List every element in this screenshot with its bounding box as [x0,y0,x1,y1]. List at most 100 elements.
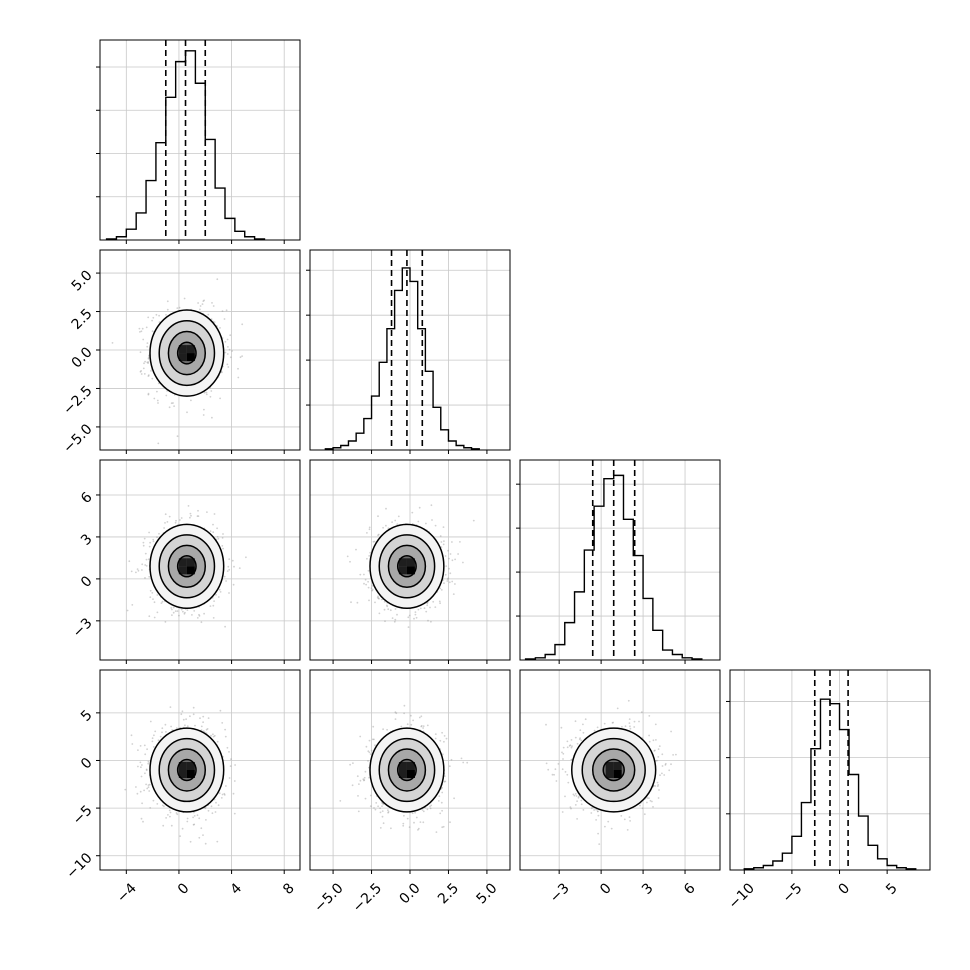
scatter-point [357,810,360,813]
scatter-point [173,405,176,407]
scatter-point [194,724,196,727]
scatter-point [230,758,232,760]
scatter-point [445,565,448,567]
scatter-point [222,547,225,550]
scatter-point [377,595,379,598]
scatter-point [170,607,173,609]
scatter-point [220,797,223,799]
scatter-point [148,531,151,534]
scatter-point [223,318,226,320]
scatter-point [221,537,224,539]
scatter-point [189,840,192,843]
scatter-point [384,620,386,623]
scatter-point [198,613,200,616]
scatter-point [422,810,425,813]
scatter-point [170,402,173,405]
contour-line [167,330,207,376]
scatter-point [382,526,384,529]
scatter-point [228,592,230,594]
scatter-point [161,731,163,734]
scatter-point [193,610,196,612]
scatter-point [648,715,651,717]
scatter-point [420,725,423,728]
scatter-point [414,811,416,814]
scatter-point [368,555,371,557]
scatter-point [142,367,145,370]
scatter-point [359,779,362,782]
scatter-point [408,614,411,617]
scatter-point [431,519,433,521]
scatter-point [210,805,213,808]
scatter-point [448,557,450,560]
scatter-point [141,802,144,805]
scatter-point [165,314,167,316]
scatter-point [441,731,443,734]
scatter-point [408,826,411,828]
scatter-point [203,391,206,394]
scatter-point [386,605,389,608]
scatter-point [203,612,206,615]
scatter-point [148,790,151,792]
scatter-point [156,611,159,614]
scatter-point [434,737,437,740]
scatter-point [444,573,447,576]
scatter-point [168,406,171,409]
scatter-point [352,762,354,764]
scatter-point [210,318,213,320]
scatter-point [172,611,175,614]
scatter-point [144,772,146,775]
scatter-point [221,793,224,796]
scatter-point [441,791,444,794]
scatter-point [443,582,445,585]
scatter-point [169,815,171,818]
scatter-point [427,619,429,622]
scatter-point [339,800,342,802]
scatter-point [199,308,201,311]
scatter-point [198,615,201,617]
scatter-point [443,540,445,542]
scatter-point [156,803,159,805]
scatter-point [383,608,386,611]
scatter-point [359,735,362,738]
scatter-point [205,819,207,821]
scatter-point [221,545,224,547]
scatter-point [394,718,397,720]
scatter-point [400,725,403,728]
scatter-point [579,729,582,732]
scatter-point [453,797,455,800]
scatter-point [159,735,162,738]
scatter-point [444,555,447,557]
scatter-point [152,316,155,319]
scatter-point [209,605,212,607]
scatter-point [447,549,449,552]
scatter-point [161,600,164,603]
scatter-point [212,305,215,307]
scatter-point [199,717,201,720]
scatter-point [157,402,159,404]
scatter-point [225,580,228,582]
scatter-point [219,327,221,329]
scatter-point [241,323,244,326]
scatter-point [442,825,445,828]
scatter-point [170,725,173,728]
scatter-point [472,519,475,522]
scatter-point [425,610,428,613]
y-tick-label: 6 [78,489,96,507]
scatter-point [448,581,451,584]
scatter-point [411,812,414,815]
scatter-point [174,521,177,524]
scatter-point [364,578,367,581]
scatter-point [146,342,149,344]
scatter-point [217,596,220,598]
scatter-point [357,795,359,797]
contour-line [149,523,225,610]
scatter-point [418,716,421,719]
scatter-point [367,569,370,572]
scatter-point [422,727,424,729]
scatter-point [126,609,129,612]
scatter-panel-2-1 [309,459,511,661]
scatter-point [226,570,229,572]
scatter-point [355,548,357,551]
scatter-point [366,557,368,560]
scatter-point [413,821,415,824]
